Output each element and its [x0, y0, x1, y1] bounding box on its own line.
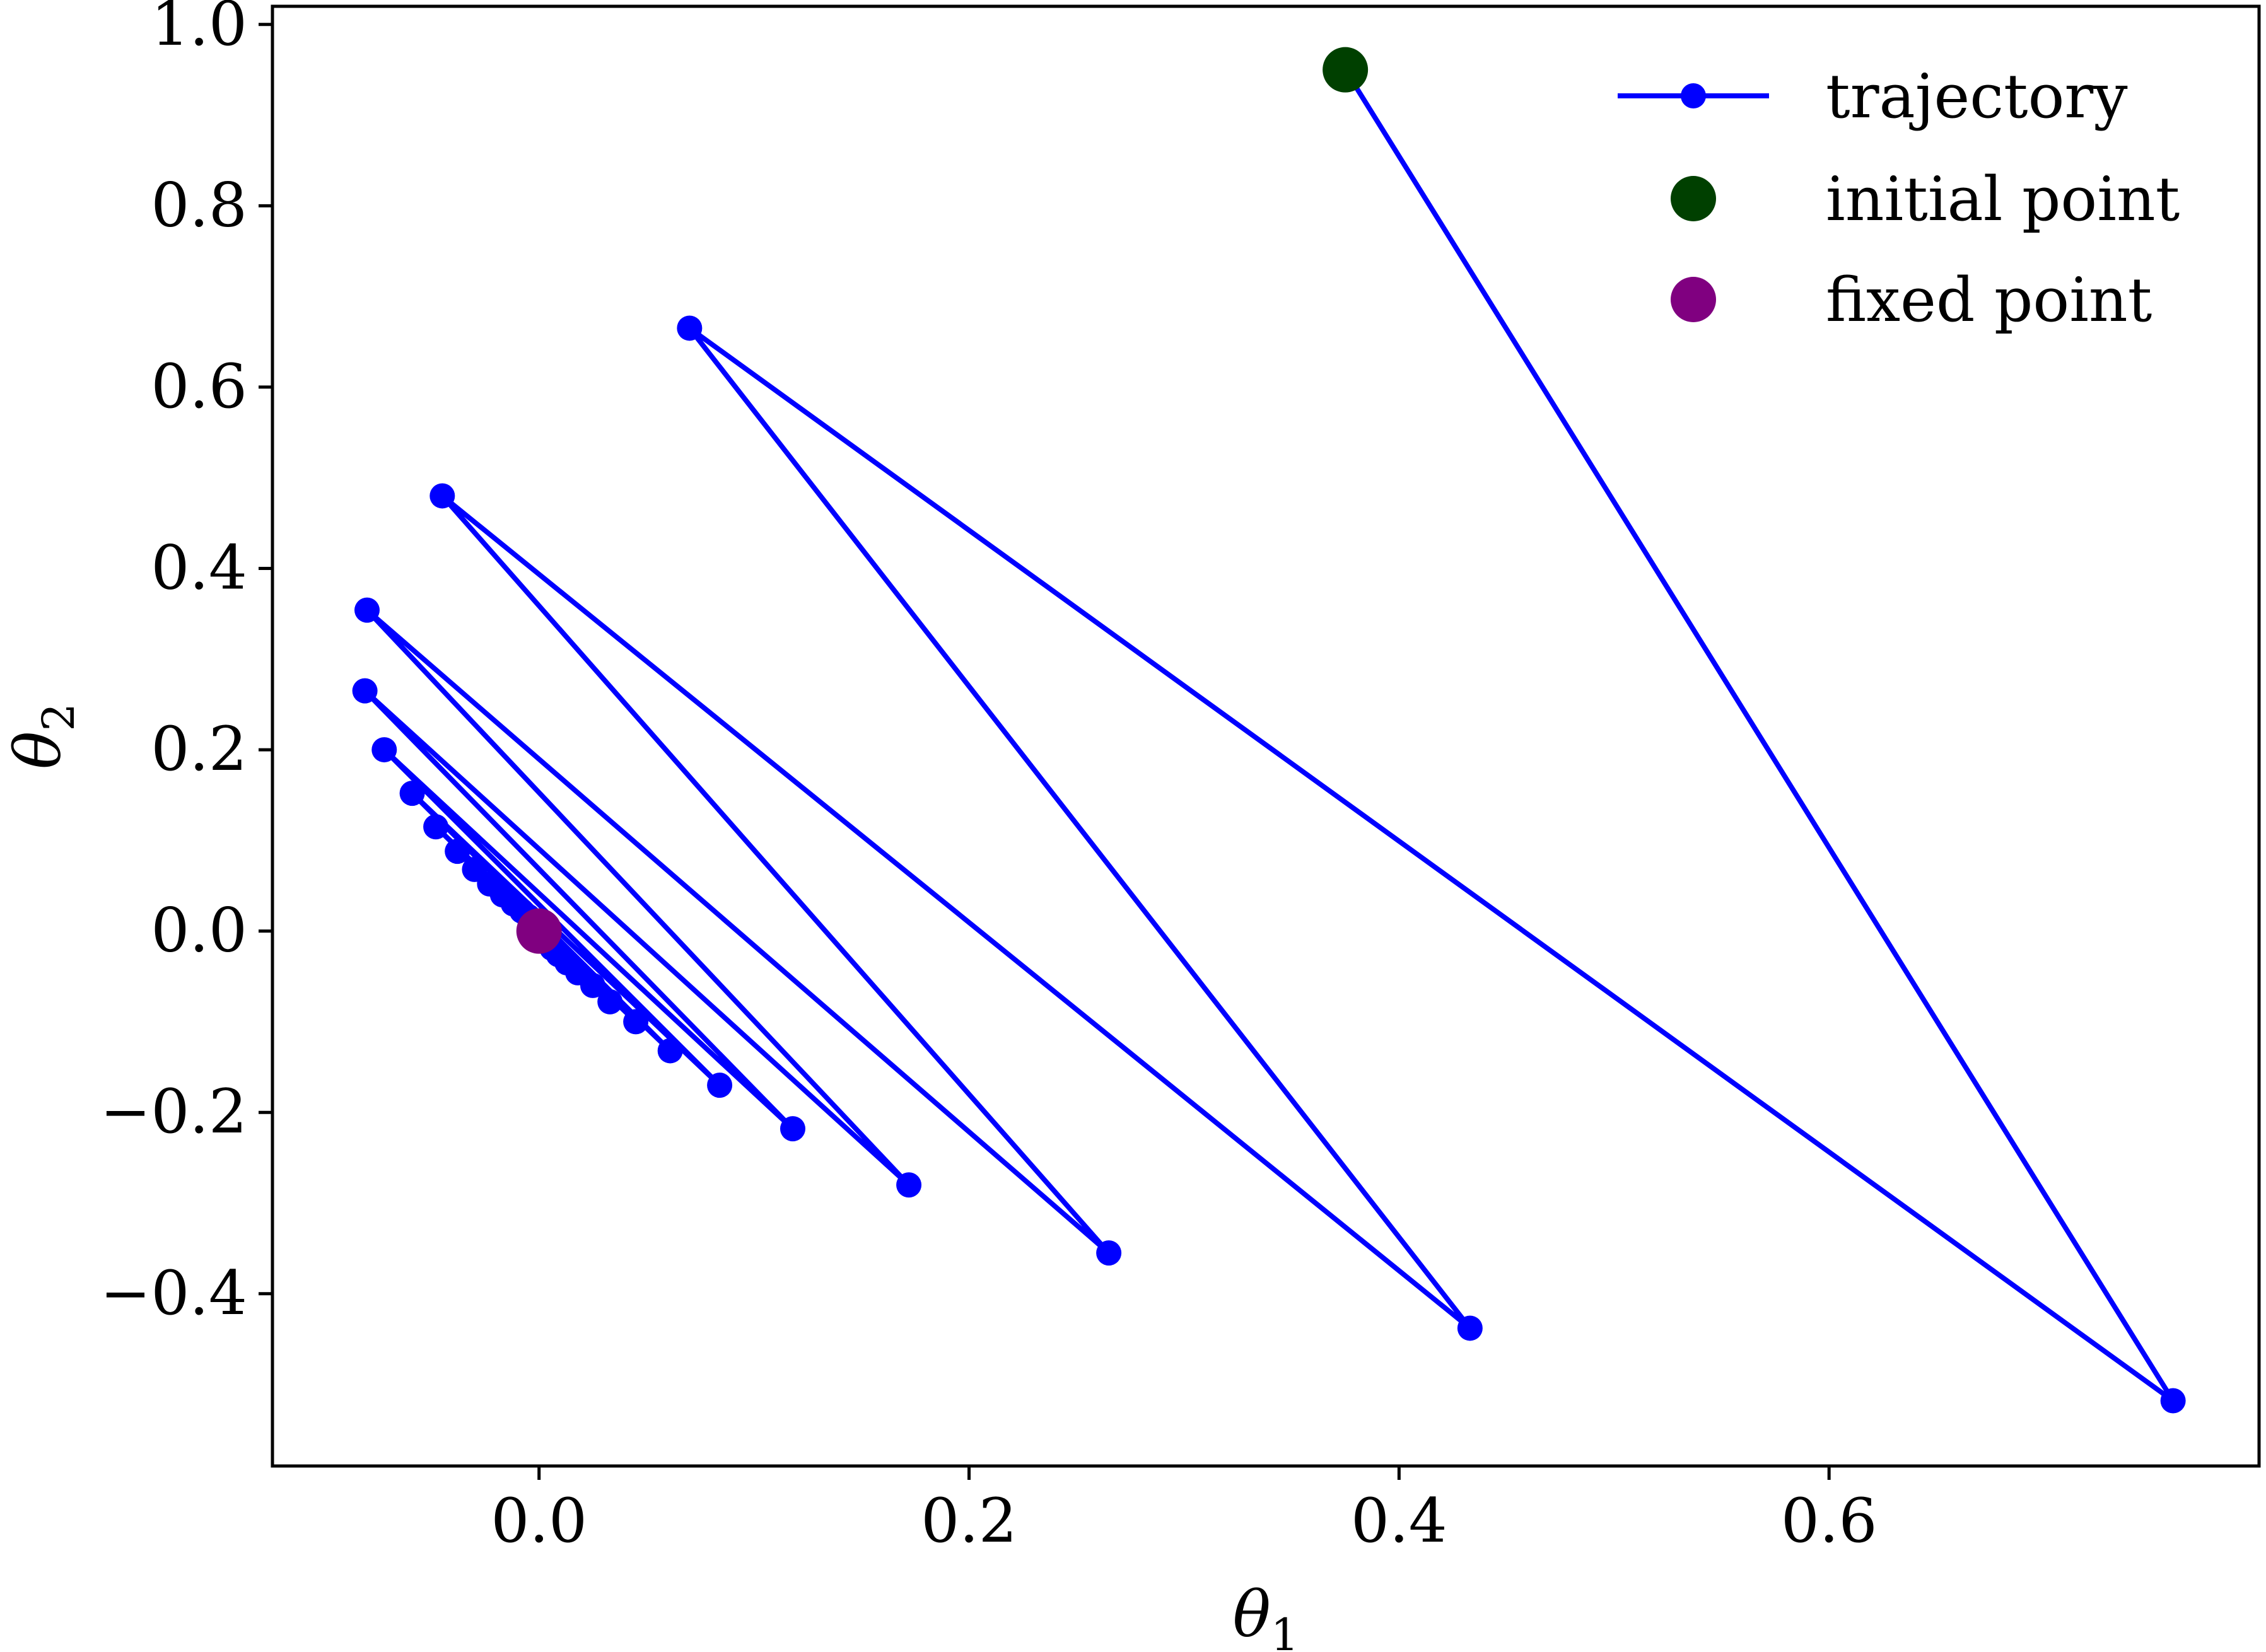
plot-area [352, 47, 2186, 1414]
trajectory-point [445, 839, 470, 864]
trajectory-point [423, 814, 449, 840]
trajectory-point [429, 483, 455, 509]
y-tick-label: 0.6 [151, 351, 247, 422]
y-tick-label: −0.4 [100, 1258, 247, 1329]
x-tick-label: 0.2 [921, 1486, 1017, 1556]
fixed-point-marker [516, 908, 562, 954]
trajectory-point [657, 1038, 683, 1064]
y-tick-label: −0.2 [100, 1076, 247, 1147]
trajectory-point [399, 781, 425, 806]
y-tick-label: 0.4 [151, 532, 247, 603]
trajectory-point [354, 597, 380, 623]
initial-point-marker [1323, 47, 1369, 93]
trajectory-point [623, 1009, 649, 1035]
x-axis-label-subscript: 1 [1271, 1609, 1299, 1652]
x-axis-label-main: θ [1233, 1578, 1271, 1651]
trajectory-point [780, 1116, 805, 1142]
trajectory-point [677, 315, 703, 341]
trajectory-point [707, 1073, 733, 1098]
y-tick-label: 0.0 [151, 895, 247, 966]
y-axis-label-subscript: 2 [33, 703, 85, 731]
y-tick-label: 0.8 [151, 170, 247, 240]
x-axis-label: θ1 [1233, 1578, 1299, 1652]
trajectory-point [2160, 1388, 2186, 1414]
axis-ticks: 0.0 0.2 0.4 0.6 −0.4 −0.2 0.0 0.2 0.4 0.6 0.8 1.0 [100, 0, 1878, 1556]
trajectory-point [352, 678, 378, 704]
y-axis-label: θ2 [1, 703, 85, 769]
legend-fixed-point-marker [1671, 277, 1716, 322]
trajectory-point [1096, 1240, 1122, 1266]
trajectory-point [896, 1172, 922, 1198]
y-axis-label-main: θ [1, 731, 75, 769]
legend-initial-point-marker [1671, 176, 1716, 221]
trajectory-point [597, 989, 623, 1015]
x-tick-label: 0.6 [1781, 1486, 1878, 1556]
legend-initial-point-label: initial point [1826, 164, 2180, 235]
x-tick-label: 0.4 [1351, 1486, 1447, 1556]
legend: trajectory initial point fixed point [1618, 61, 2180, 335]
legend-trajectory-label: trajectory [1826, 61, 2128, 132]
trajectory-point [1457, 1315, 1483, 1341]
trajectory-point [371, 737, 397, 763]
legend-fixed-point-label: fixed point [1826, 265, 2152, 335]
y-tick-label: 0.2 [151, 714, 247, 784]
legend-trajectory-marker [1681, 83, 1706, 108]
plot-frame [271, 4, 2261, 1468]
x-tick-label: 0.0 [491, 1486, 587, 1556]
y-tick-label: 1.0 [151, 0, 247, 59]
